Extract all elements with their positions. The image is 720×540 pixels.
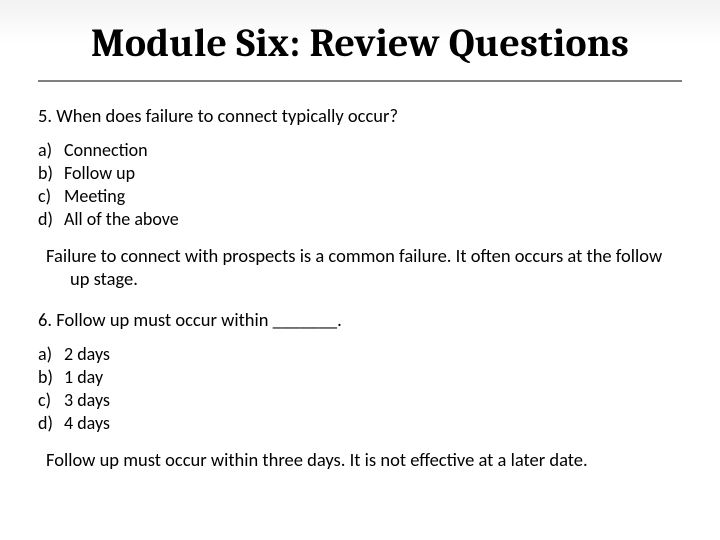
- option-label: d): [38, 208, 64, 230]
- option-text: Connection: [64, 139, 682, 161]
- option-text: 2 days: [64, 343, 682, 365]
- question-6-prompt: 6. Follow up must occur within _______.: [38, 308, 682, 331]
- option-label: b): [38, 366, 64, 388]
- option-label: b): [38, 162, 64, 184]
- option-text: Meeting: [64, 185, 682, 207]
- option-label: a): [38, 139, 64, 161]
- option-text: All of the above: [64, 208, 682, 230]
- option-label: d): [38, 412, 64, 434]
- option-label: c): [38, 185, 64, 207]
- option-6b: b) 1 day: [38, 366, 682, 388]
- option-text: 3 days: [64, 389, 682, 411]
- option-text: Follow up: [64, 162, 682, 184]
- option-5a: a) Connection: [38, 139, 682, 161]
- option-6d: d) 4 days: [38, 412, 682, 434]
- option-5d: d) All of the above: [38, 208, 682, 230]
- option-6c: c) 3 days: [38, 389, 682, 411]
- question-5-prompt: 5. When does failure to connect typicall…: [38, 104, 682, 127]
- slide-title: Module Six: Review Questions: [38, 20, 682, 66]
- option-6a: a) 2 days: [38, 343, 682, 365]
- option-label: c): [38, 389, 64, 411]
- option-label: a): [38, 343, 64, 365]
- option-5b: b) Follow up: [38, 162, 682, 184]
- option-text: 4 days: [64, 412, 682, 434]
- question-6-options: a) 2 days b) 1 day c) 3 days d) 4 days: [38, 343, 682, 434]
- question-5-options: a) Connection b) Follow up c) Meeting d)…: [38, 139, 682, 230]
- question-6-explanation: Follow up must occur within three days. …: [46, 448, 682, 471]
- slide: Module Six: Review Questions 5. When doe…: [0, 0, 720, 540]
- question-5-explanation: Failure to connect with prospects is a c…: [46, 244, 682, 290]
- option-text: 1 day: [64, 366, 682, 388]
- title-underline: [38, 80, 682, 82]
- option-5c: c) Meeting: [38, 185, 682, 207]
